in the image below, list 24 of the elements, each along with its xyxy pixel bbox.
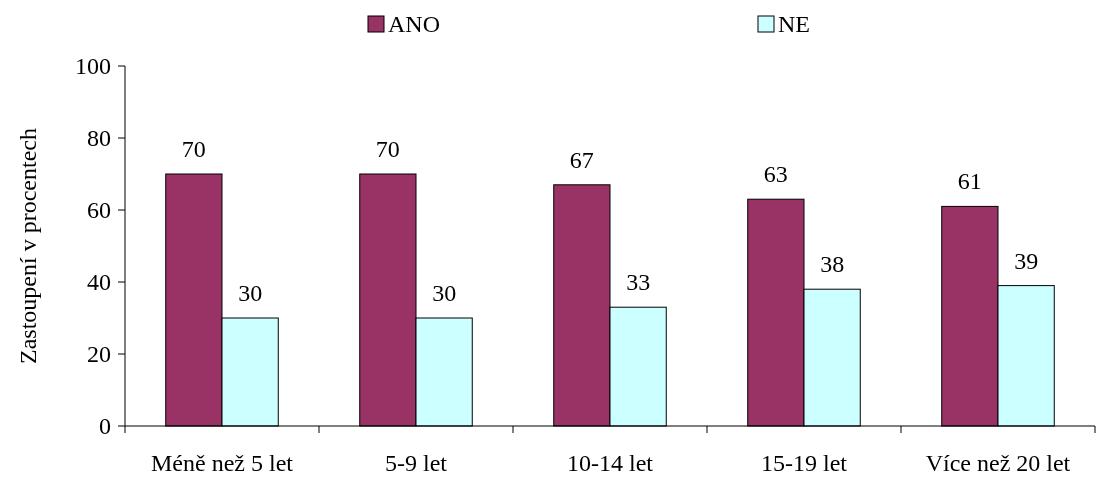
data-label: 70: [181, 136, 206, 162]
x-tick-label: 5-9 let: [385, 450, 448, 476]
data-label: 39: [1014, 247, 1039, 274]
data-label: 63: [763, 161, 788, 188]
y-tick-label: 40: [87, 269, 111, 296]
data-label: 30: [432, 280, 457, 306]
legend-label: ANO: [388, 11, 440, 37]
y-tick-label: 60: [87, 197, 111, 224]
x-tick-label: Méně než 5 let: [151, 450, 294, 476]
y-axis-title: Zastoupení v procentech: [15, 128, 41, 364]
legend-label: NE: [778, 11, 810, 37]
data-label: 30: [238, 280, 263, 306]
data-label: 61: [957, 168, 982, 195]
x-tick-label: 15-19 let: [761, 450, 848, 476]
data-label: 38: [820, 251, 845, 278]
data-label: 67: [569, 146, 594, 173]
y-tick-label: 20: [87, 341, 111, 368]
y-tick-label: 100: [75, 53, 111, 80]
y-tick-label: 80: [87, 125, 111, 152]
x-tick-label: Více než 20 let: [925, 450, 1071, 476]
data-label: 70: [375, 136, 400, 162]
x-tick-label: 10-14 let: [567, 450, 654, 476]
y-tick-label: 0: [99, 413, 111, 440]
data-label: 33: [626, 269, 651, 296]
